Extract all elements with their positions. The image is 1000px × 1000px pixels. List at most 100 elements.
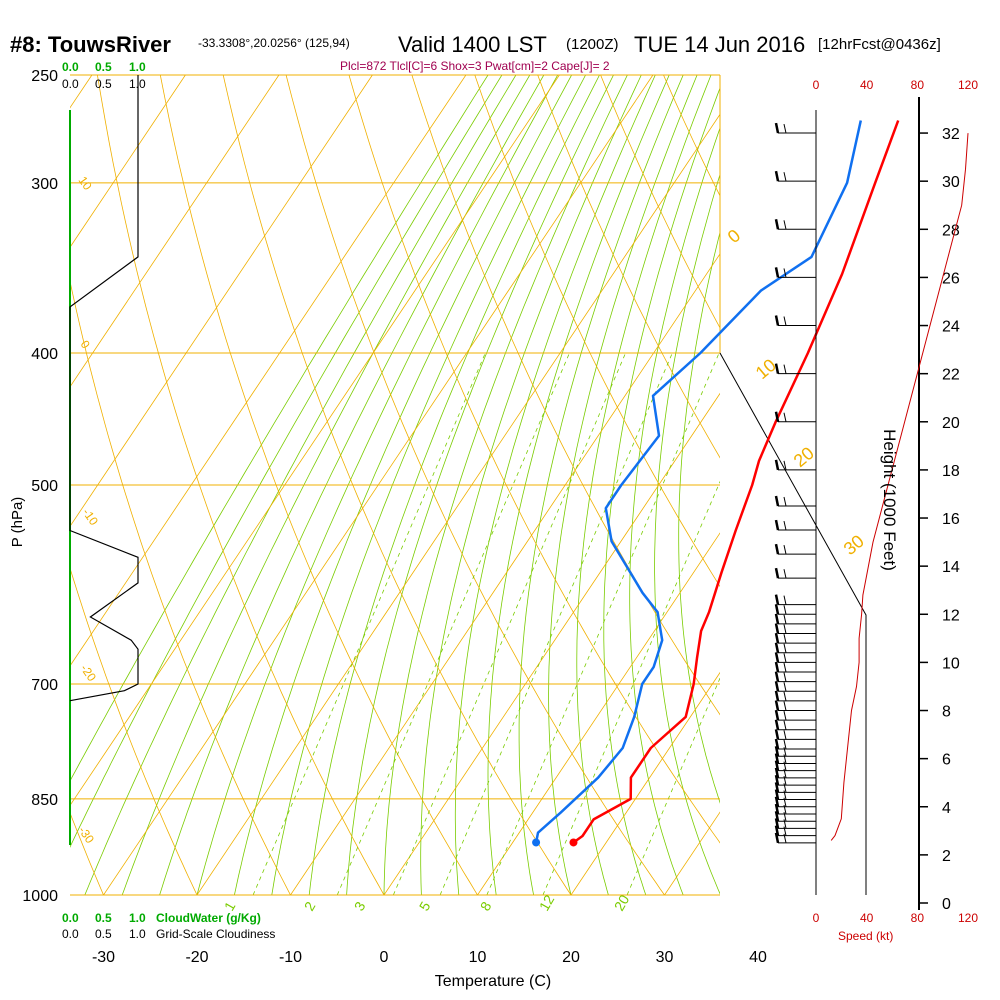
height-tick-label: 24 (942, 319, 960, 336)
wind-barb (774, 411, 816, 423)
dry-adiabat (159, 75, 478, 895)
wind-barb-feather (783, 720, 787, 730)
temperature-tick-label: -10 (279, 949, 302, 966)
wind-barb-flag (774, 782, 780, 793)
wind-barb (774, 760, 816, 772)
wind-barb-feather (783, 520, 787, 531)
cloudwater-scale-bottom: 0.0 (62, 911, 79, 925)
wind-barb-feather (783, 123, 787, 134)
wind-barb (774, 782, 816, 793)
wind-barb-flag (774, 810, 780, 822)
mixing-ratio-label: 3 (351, 899, 369, 914)
dry-adiabat (348, 75, 720, 844)
moist-adiabat (271, 75, 586, 895)
wind-barb-feather (783, 701, 787, 711)
wind-barb-flag (774, 170, 780, 182)
wind-barb (774, 363, 816, 375)
pressure-tick-label: 500 (31, 478, 58, 495)
height-tick-label: 22 (942, 367, 960, 384)
moist-adiabat (629, 126, 720, 895)
cloudwater-scale-top: 1.0 (129, 60, 146, 74)
wind-barb (774, 774, 816, 786)
speed-axis-label: Speed (kt) (838, 929, 893, 943)
dewpoint-surface-marker (532, 838, 541, 847)
wind-barb-flag (774, 753, 780, 764)
dry-adiabat (537, 75, 720, 459)
moist-adiabat (678, 230, 720, 804)
wind-barb (774, 803, 816, 815)
height-tick-label: 8 (942, 704, 951, 721)
cloudwater-scale-bottom: 0.5 (95, 911, 112, 925)
cloudiness-scale-top: 1.0 (129, 77, 146, 91)
wind-barb-flag (774, 709, 780, 721)
wind-barb-flag (774, 738, 780, 750)
moist-adiabat (654, 173, 720, 895)
wind-barb (774, 753, 816, 764)
speed-tick-label-bottom: 80 (911, 911, 925, 925)
wind-barb-feather (783, 496, 787, 507)
wind-barb (774, 623, 816, 635)
height-tick-label: 4 (942, 800, 951, 817)
wind-barb-feather (783, 412, 787, 422)
height-tick-label: 18 (942, 463, 960, 480)
wind-barb-feather (783, 614, 787, 625)
wind-barb (774, 495, 816, 507)
mixing-ratio-line (486, 352, 720, 895)
wind-barb-flag (774, 594, 780, 605)
isotherm (477, 532, 720, 895)
cloudiness-scale-bottom: 0.0 (62, 927, 79, 941)
temperature-tick-label: 40 (749, 949, 767, 966)
mixing-ratio-line (542, 480, 720, 895)
moist-adiabat (196, 75, 559, 895)
dry-adiabat (70, 279, 291, 895)
wind-barb-feather (783, 653, 787, 663)
wind-barb-flag (774, 652, 780, 663)
sounding-indices: Plcl=872 Tlcl[C]=6 Shox=3 Pwat[cm]=2 Cap… (340, 59, 610, 73)
wind-barb-flag (774, 661, 780, 673)
y-axis-label: P (hPa) (9, 497, 26, 548)
wind-barb-feather (783, 624, 787, 634)
wind-barb (774, 671, 816, 683)
dry-adiabat (0, 75, 10, 895)
height-tick-label: 0 (942, 896, 951, 913)
wind-barb (774, 170, 816, 182)
wind-barb-feather (783, 634, 787, 644)
cloudwater-scale-bottom: 1.0 (129, 911, 146, 925)
wind-barb (774, 267, 816, 278)
wind-barb-feather (783, 268, 787, 278)
height-tick-label: 10 (942, 655, 960, 672)
cloudiness-label: Grid-Scale Cloudiness (156, 927, 275, 941)
temperature-tick-label: 10 (469, 949, 487, 966)
wind-barb-feather (783, 545, 787, 555)
wind-barb-flag (774, 767, 780, 779)
wind-barb-feather (783, 682, 787, 692)
wind-barb (774, 219, 816, 230)
wind-barb (774, 567, 816, 579)
isotherm (70, 75, 186, 248)
wind-barb-flag (774, 796, 780, 808)
wind-barb (774, 122, 816, 134)
height-tick-label: 2 (942, 848, 951, 865)
wind-barb-flag (774, 567, 780, 579)
dry-adiabat (852, 75, 1000, 895)
isotherm-label: 30 (840, 531, 868, 559)
mixing-ratio-line (626, 677, 720, 895)
wind-barb (774, 315, 816, 327)
wind-barb-flag (774, 832, 780, 844)
mixing-ratio-label: 5 (416, 899, 434, 914)
wind-barb (774, 613, 816, 625)
isotherm-label: -30 (76, 824, 98, 847)
wind-barb-feather (783, 460, 787, 471)
cloudiness-scale-top: 0.0 (62, 77, 79, 91)
mixing-ratio-line (252, 352, 486, 895)
wind-barb-flag (774, 122, 780, 134)
wind-barb-flag (774, 613, 780, 625)
cloudiness-scale-bottom: 0.5 (95, 927, 112, 941)
speed-tick-label-top: 0 (813, 78, 820, 92)
wind-barb-flag (774, 315, 780, 326)
dewpoint-line (534, 120, 863, 843)
speed-tick-label-bottom: 40 (860, 911, 874, 925)
dry-adiabat (70, 566, 198, 895)
moist-adiabat (70, 75, 503, 848)
